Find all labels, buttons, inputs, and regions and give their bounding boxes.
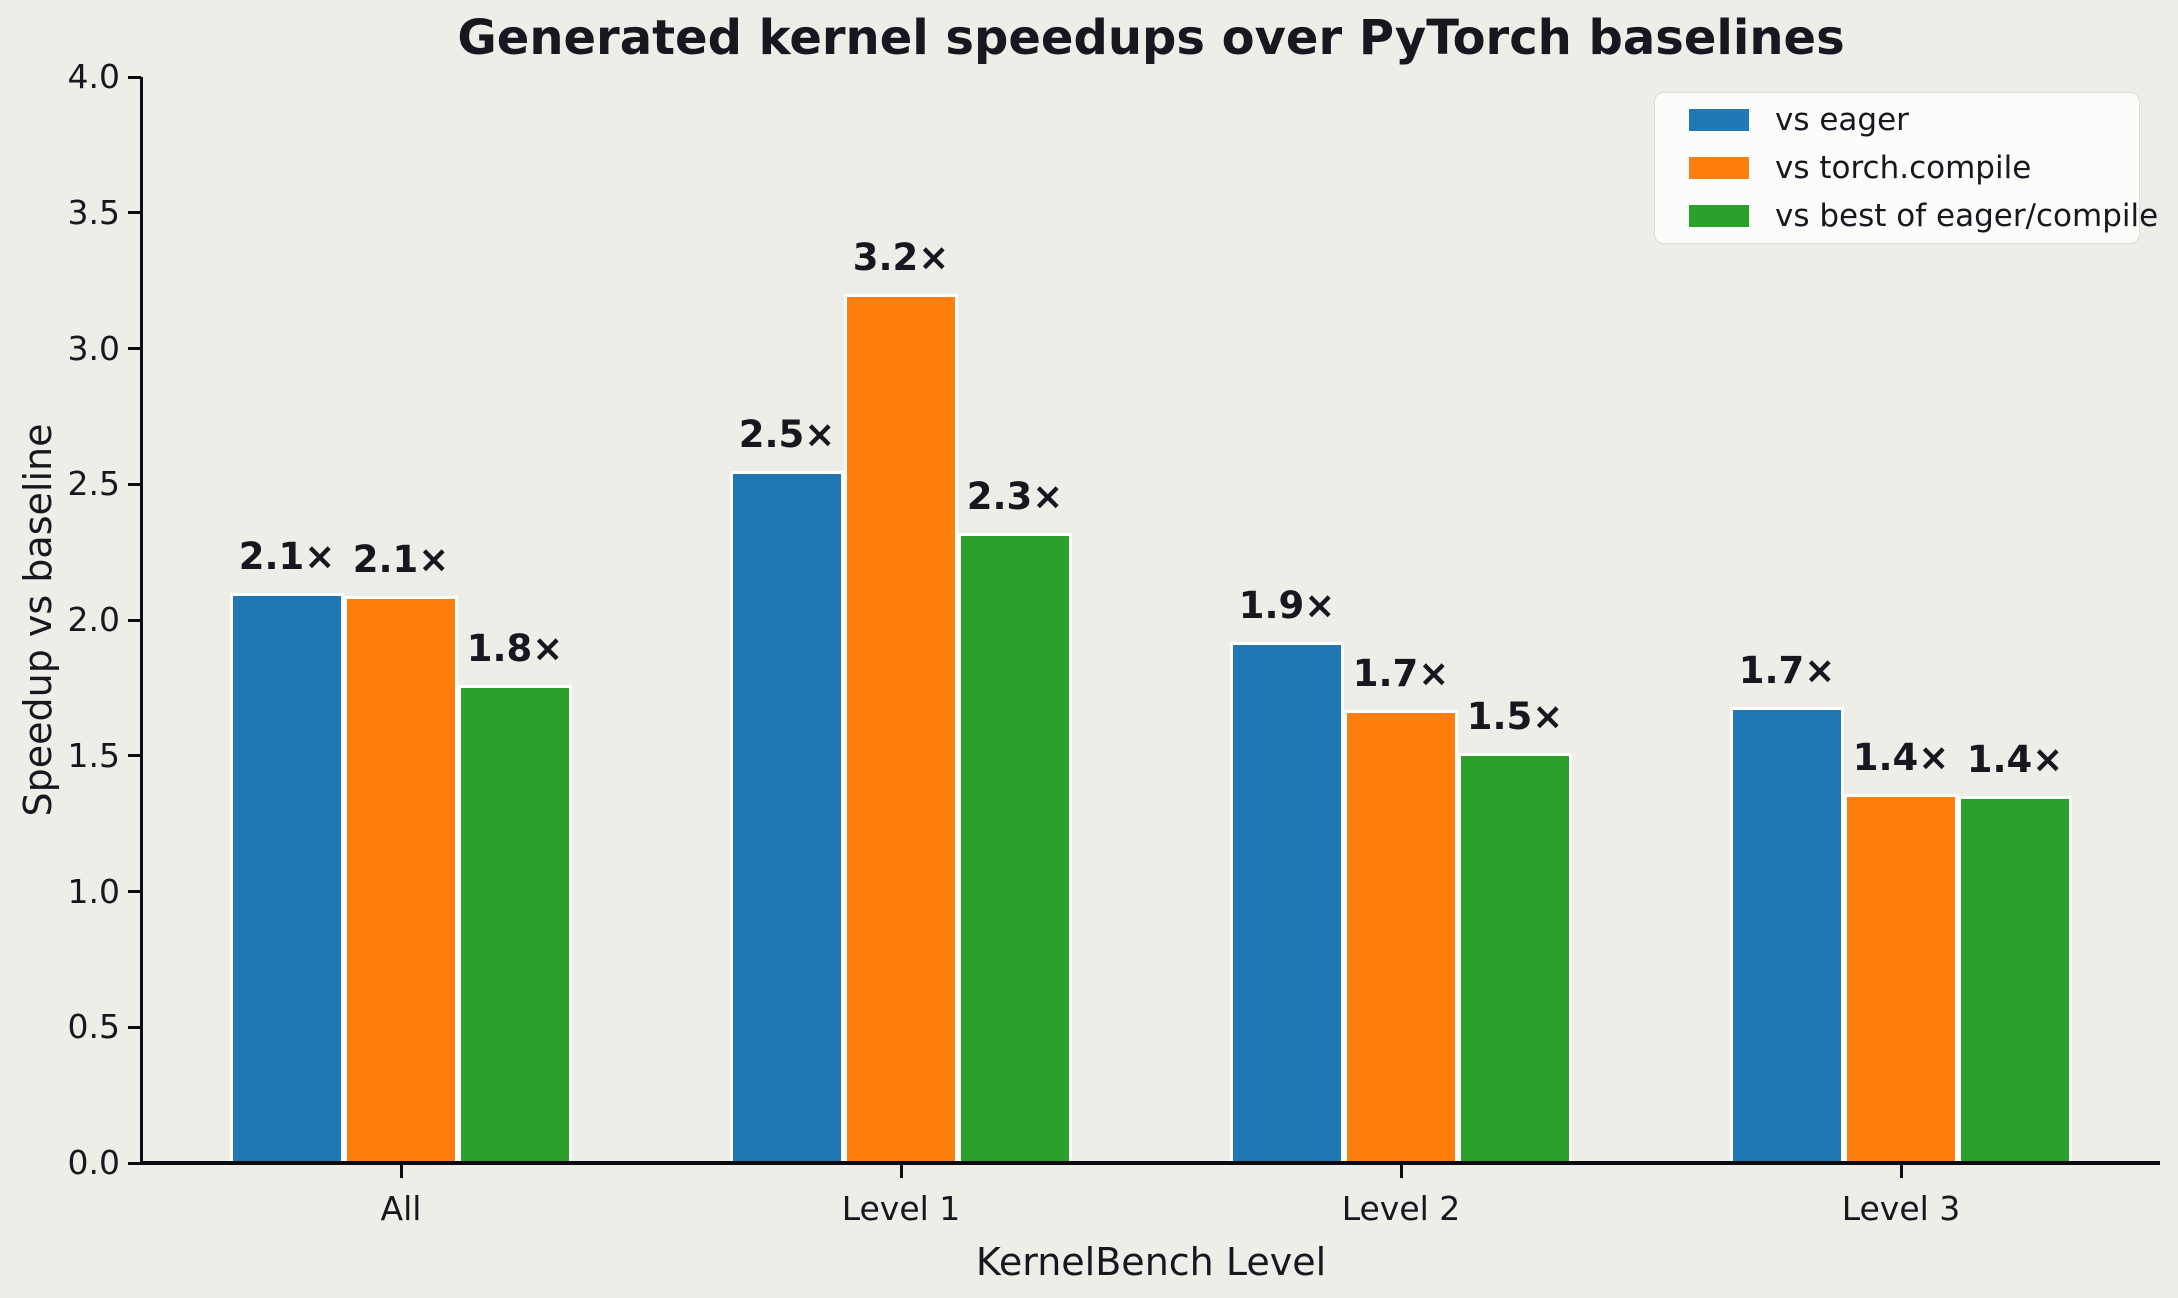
x-tick-label-level-2: Level 2 (1341, 1189, 1461, 1228)
x-tick (1899, 1165, 1903, 1178)
bar-vs-eager-all (230, 592, 344, 1163)
y-tick (128, 482, 141, 486)
legend-label: vs best of eager/compile (1775, 197, 2159, 234)
bar-vs-torch-compile-level-1 (844, 294, 958, 1163)
bar-value-label-vs-eager-level-2: 1.9× (1238, 583, 1336, 627)
bar-value-label-vs-eager-level-1: 2.5× (738, 412, 836, 456)
y-tick-label: 2.0 (67, 600, 120, 639)
bar-vs-eager-level-2 (1230, 641, 1344, 1163)
y-tick (128, 347, 141, 350)
legend-swatch-vs-torch-compile (1689, 157, 1749, 179)
legend-swatch-vs-eager (1689, 109, 1749, 131)
y-tick-label: 4.0 (67, 57, 120, 96)
legend-label: vs torch.compile (1775, 149, 2032, 186)
bar-vs-best-of-eager-compile-level-3 (1958, 796, 2072, 1163)
y-tick (128, 75, 141, 79)
y-tick-label: 3.0 (67, 328, 120, 368)
bar-value-label-vs-best-of-eager-compile-level-3: 1.4× (1966, 738, 2064, 782)
bar-value-label-vs-best-of-eager-compile-all: 1.8× (466, 627, 564, 671)
y-tick-label: 1.0 (67, 871, 120, 911)
bar-value-label-vs-torch-compile-level-1: 3.2× (852, 236, 950, 280)
bar-vs-eager-level-3 (1730, 706, 1844, 1163)
x-tick (1399, 1165, 1403, 1178)
y-tick (128, 211, 141, 215)
y-tick-label: 0.5 (67, 1007, 120, 1047)
y-tick (128, 618, 141, 622)
bar-value-label-vs-best-of-eager-compile-level-2: 1.5× (1466, 695, 1564, 739)
y-tick-label: 1.5 (67, 735, 120, 775)
y-tick (128, 754, 141, 758)
bar-value-label-vs-best-of-eager-compile-level-1: 2.3× (966, 475, 1064, 519)
x-tick-label-all: All (380, 1189, 422, 1228)
y-tick (128, 890, 141, 893)
y-tick-label: 3.5 (67, 192, 120, 232)
x-tick-label-level-1: Level 1 (841, 1189, 961, 1228)
bar-value-label-vs-torch-compile-level-3: 1.4× (1852, 735, 1950, 779)
bar-value-label-vs-eager-all: 2.1× (238, 534, 336, 578)
x-axis-spine (140, 1161, 2160, 1165)
x-tick (899, 1165, 903, 1178)
y-tick (128, 1025, 141, 1029)
y-tick-label: 0.0 (67, 1143, 120, 1182)
chart-title: Generated kernel speedups over PyTorch b… (457, 10, 1845, 66)
x-axis-label: KernelBench Level (975, 1240, 1327, 1284)
legend: vs eager vs torch.compile vs best of eager… (1654, 92, 2158, 244)
legend-label: vs eager (1775, 101, 1909, 138)
bar-vs-eager-level-1 (730, 470, 844, 1163)
bar-vs-best-of-eager-compile-level-2 (1458, 753, 1572, 1163)
bar-vs-best-of-eager-compile-level-1 (958, 533, 1072, 1163)
bar-vs-torch-compile-level-3 (1844, 793, 1958, 1163)
bar-value-label-vs-torch-compile-level-2: 1.7× (1352, 651, 1450, 695)
legend-swatch-vs-best-of-eager-compile (1689, 205, 1749, 227)
bar-value-label-vs-torch-compile-all: 2.1× (352, 537, 450, 581)
x-tick-label-level-3: Level 3 (1841, 1189, 1961, 1228)
legend-item-vs-eager: vs eager (1655, 101, 2139, 140)
y-axis-spine (140, 77, 143, 1165)
legend-item-vs-best-of-eager-compile: vs best of eager/compile (1655, 197, 2158, 236)
legend-item-vs-torch-compile: vs torch.compile (1655, 149, 2139, 188)
y-tick-label: 2.5 (67, 464, 120, 504)
x-tick (399, 1165, 403, 1178)
y-tick (128, 1161, 141, 1165)
bar-vs-best-of-eager-compile-all (458, 685, 572, 1163)
bar-vs-torch-compile-level-2 (1344, 709, 1458, 1163)
bar-vs-torch-compile-all (344, 595, 458, 1163)
bar-value-label-vs-eager-level-3: 1.7× (1738, 648, 1836, 692)
